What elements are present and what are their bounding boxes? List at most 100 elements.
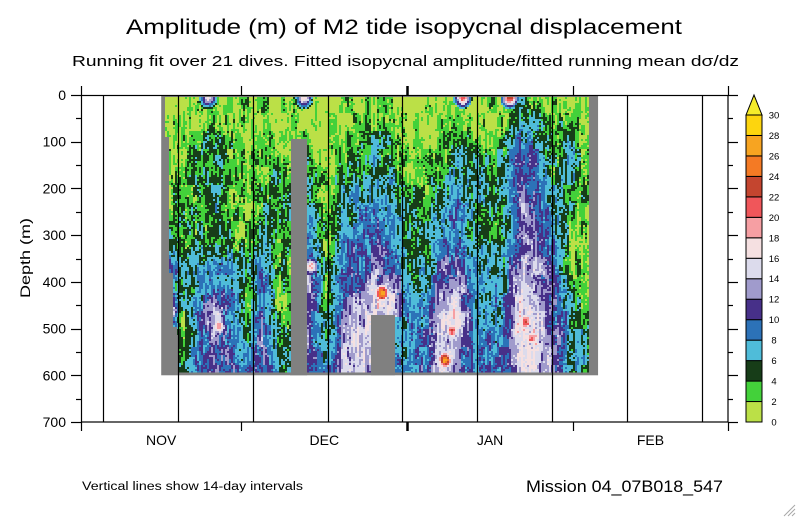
- heatmap-cell: [379, 311, 381, 315]
- heatmap-cell: [335, 97, 337, 115]
- heatmap-cell: [377, 199, 379, 201]
- heatmap-cell: [191, 371, 193, 373]
- heatmap-cell: [317, 333, 319, 343]
- heatmap-cell: [267, 195, 269, 199]
- heatmap-cell: [209, 357, 211, 371]
- heatmap-cell: [191, 107, 193, 111]
- heatmap-cell: [241, 221, 243, 237]
- heatmap-cell: [275, 199, 277, 205]
- heatmap-cell: [333, 149, 335, 177]
- heatmap-cell: [251, 145, 253, 151]
- heatmap-cell: [397, 265, 399, 269]
- heatmap-cell: [231, 221, 233, 231]
- heatmap-cell: [269, 159, 271, 161]
- heatmap-cell: [267, 305, 269, 325]
- heatmap-cell: [211, 337, 213, 339]
- heatmap-cell: [241, 303, 243, 309]
- heatmap-cell: [235, 191, 237, 195]
- heatmap-cell: [281, 335, 283, 337]
- heatmap-cell: [331, 279, 333, 281]
- heatmap-cell: [331, 305, 333, 311]
- heatmap-cell: [383, 175, 385, 177]
- heatmap-cell: [189, 235, 191, 245]
- heatmap-cell: [201, 337, 203, 339]
- heatmap-cell: [229, 149, 231, 159]
- heatmap-cell: [225, 355, 227, 357]
- heatmap-cell: [287, 261, 289, 265]
- heatmap-cell: [347, 297, 349, 327]
- heatmap-cell: [319, 347, 321, 367]
- heatmap-cell: [243, 283, 245, 301]
- heatmap-cell: [383, 313, 385, 315]
- heatmap-cell: [307, 325, 309, 327]
- heatmap-cell: [179, 367, 181, 373]
- heatmap-cell: [251, 177, 253, 179]
- heatmap-cell: [339, 203, 341, 205]
- heatmap-cell: [257, 187, 259, 189]
- heatmap-cell: [351, 111, 353, 115]
- heatmap-cell: [369, 239, 371, 241]
- heatmap-cell: [209, 183, 211, 185]
- heatmap-cell: [205, 303, 207, 325]
- heatmap-cell: [329, 225, 331, 231]
- heatmap-cell: [333, 335, 335, 347]
- heatmap-cell: [195, 367, 197, 369]
- heatmap-cell: [389, 177, 391, 185]
- heatmap-cell: [357, 283, 359, 285]
- heatmap-cell: [195, 159, 197, 161]
- heatmap-cell: [331, 257, 333, 259]
- heatmap-cell: [189, 129, 191, 131]
- heatmap-cell: [357, 327, 359, 351]
- heatmap-cell: [359, 243, 361, 247]
- heatmap-cell: [315, 231, 317, 233]
- heatmap-cell: [377, 219, 379, 221]
- heatmap-cell: [285, 257, 287, 277]
- heatmap-cell: [265, 259, 267, 261]
- heatmap-cell: [301, 101, 303, 103]
- heatmap-cell: [227, 115, 229, 131]
- heatmap-cell: [315, 341, 317, 343]
- heatmap-cell: [325, 365, 327, 373]
- heatmap-cell: [397, 355, 399, 357]
- heatmap-cell: [285, 205, 287, 207]
- heatmap-cell: [287, 169, 289, 171]
- heatmap-cell: [339, 167, 341, 203]
- heatmap-cell: [365, 179, 367, 205]
- heatmap-cell: [243, 175, 245, 179]
- heatmap-cell: [285, 337, 287, 347]
- heatmap-cell: [311, 167, 313, 177]
- heatmap-cell: [349, 239, 351, 255]
- heatmap-cell: [217, 133, 219, 135]
- heatmap-cell: [397, 185, 399, 215]
- heatmap-cell: [357, 207, 359, 209]
- heatmap-cell: [281, 119, 283, 121]
- heatmap-cell: [289, 351, 291, 361]
- heatmap-cell: [333, 315, 335, 317]
- heatmap-cell: [201, 207, 203, 221]
- heatmap-cell: [263, 97, 265, 99]
- heatmap-cell: [215, 269, 217, 271]
- heatmap-cell: [273, 97, 275, 133]
- heatmap-cell: [257, 185, 259, 187]
- heatmap-cell: [271, 261, 273, 263]
- heatmap-cell: [351, 135, 353, 137]
- heatmap-cell: [173, 321, 175, 323]
- heatmap-cell: [193, 301, 195, 307]
- heatmap-cell: [207, 351, 209, 359]
- heatmap-cell: [311, 97, 313, 99]
- heatmap-cell: [205, 109, 207, 121]
- heatmap-cell: [347, 359, 349, 371]
- heatmap-cell: [345, 97, 347, 101]
- heatmap-cell: [311, 185, 313, 199]
- heatmap-cell: [313, 249, 315, 257]
- heatmap-cell: [245, 129, 247, 131]
- heatmap-cell: [345, 359, 347, 363]
- heatmap-cell: [403, 247, 405, 249]
- heatmap-cell: [405, 259, 407, 289]
- heatmap-cell: [187, 145, 189, 147]
- heatmap-cell: [349, 325, 351, 337]
- heatmap-cell: [173, 165, 175, 183]
- heatmap-cell: [273, 313, 275, 319]
- heatmap-cell: [371, 289, 373, 291]
- heatmap-cell: [329, 327, 331, 329]
